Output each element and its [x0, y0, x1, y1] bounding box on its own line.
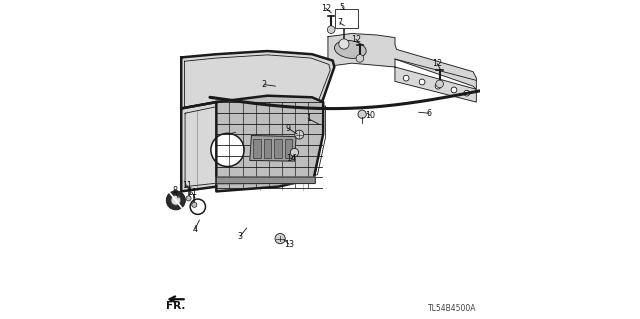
Circle shape	[358, 110, 366, 118]
Bar	[274, 139, 282, 158]
Circle shape	[295, 130, 304, 139]
Circle shape	[419, 79, 425, 85]
Text: 8: 8	[172, 186, 177, 195]
Circle shape	[403, 75, 409, 81]
Text: 11: 11	[182, 181, 191, 189]
Text: FR.: FR.	[166, 300, 186, 311]
Circle shape	[464, 90, 470, 96]
Circle shape	[171, 196, 180, 205]
Bar	[264, 139, 271, 158]
Circle shape	[211, 133, 244, 167]
Text: 3: 3	[237, 232, 243, 241]
Circle shape	[451, 87, 457, 93]
Text: 14: 14	[286, 154, 296, 163]
Text: 7: 7	[337, 19, 342, 27]
Polygon shape	[250, 136, 296, 161]
Circle shape	[339, 39, 349, 49]
Polygon shape	[181, 102, 321, 191]
Ellipse shape	[335, 41, 366, 58]
Text: 11: 11	[187, 188, 196, 197]
Text: 9: 9	[285, 124, 291, 133]
Text: 1: 1	[306, 114, 310, 123]
Circle shape	[192, 202, 197, 207]
Polygon shape	[181, 51, 334, 108]
Circle shape	[291, 148, 299, 157]
Text: 4: 4	[193, 225, 198, 234]
Text: 12: 12	[351, 35, 361, 44]
Circle shape	[166, 191, 186, 210]
Bar	[253, 139, 260, 158]
Text: 6: 6	[427, 109, 431, 118]
Circle shape	[436, 80, 444, 88]
Text: 5: 5	[340, 3, 345, 11]
Polygon shape	[216, 96, 323, 191]
Polygon shape	[216, 177, 316, 184]
Text: 13: 13	[284, 240, 294, 249]
Polygon shape	[395, 67, 476, 102]
Text: 10: 10	[365, 111, 376, 120]
FancyBboxPatch shape	[335, 9, 358, 28]
Circle shape	[356, 55, 364, 62]
Circle shape	[186, 196, 191, 201]
Bar	[285, 139, 292, 158]
Text: 2: 2	[262, 80, 267, 89]
Text: 12: 12	[433, 59, 442, 68]
Circle shape	[327, 26, 335, 33]
Polygon shape	[328, 33, 476, 89]
Circle shape	[275, 234, 285, 244]
Text: TL54B4500A: TL54B4500A	[428, 304, 476, 313]
Text: 12: 12	[321, 4, 331, 13]
Circle shape	[190, 199, 205, 214]
Circle shape	[435, 83, 441, 89]
